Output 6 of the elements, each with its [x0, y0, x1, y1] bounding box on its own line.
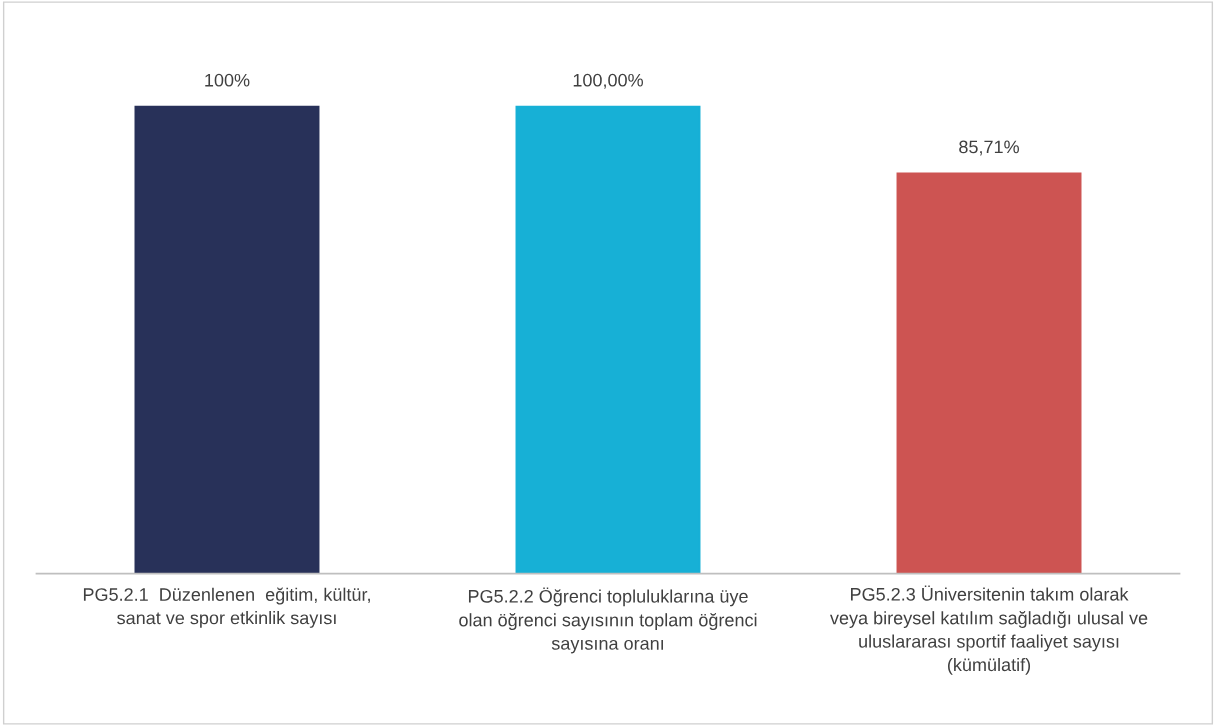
x-tick-label: PG5.2.2 Öğrenci topluluklarına üye olan öğrenci sayısının toplam öğrenci sayısına oranı [459, 587, 757, 654]
data-label: 100% [205, 73, 250, 87]
data-label: 85,71% [959, 140, 1019, 156]
x-tick-label: PG5.2.1 Düzenlenen eğitim, kültür, sanat ve spor etkinlik sayısı [83, 587, 370, 628]
x-tick-label: PG5.2.3 Üniversitenin takım olarak veya bireysel katılım sağladığı ulusal ve uluslararası sportif faaliyet sayısı (kümülatif) [830, 585, 1148, 675]
data-label: 100,00% [573, 73, 643, 89]
